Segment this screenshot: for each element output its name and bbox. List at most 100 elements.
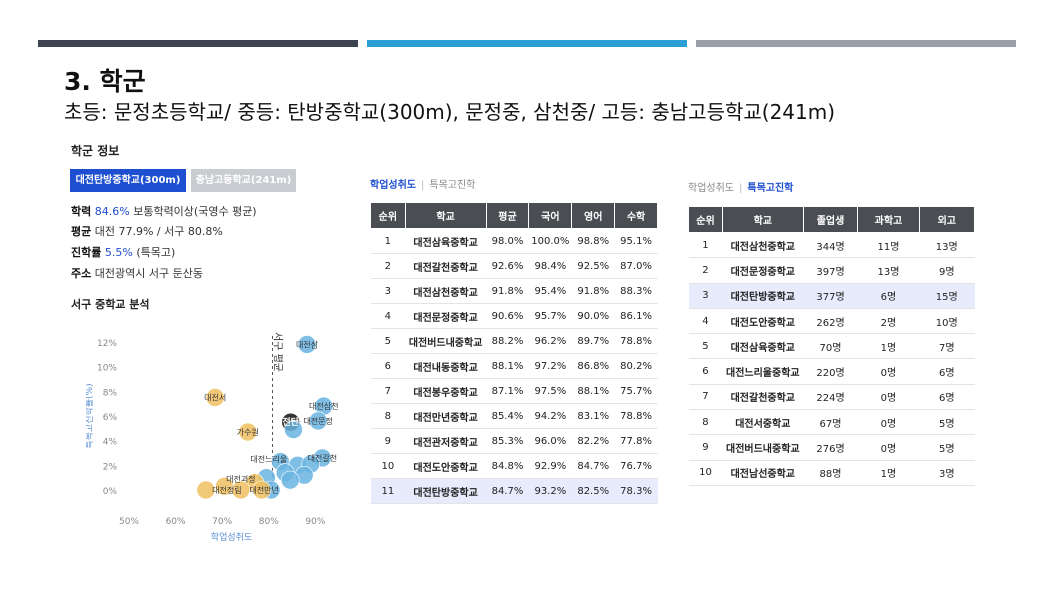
table-cell: 3	[370, 278, 406, 304]
table-cell: 10	[688, 460, 723, 486]
table-cell: 75.7%	[614, 378, 658, 404]
table-cell: 85.4%	[486, 403, 529, 429]
table-header-row: 순위 학교 평균 국어 영어 수학	[370, 202, 658, 229]
x-tick-label: 80%	[259, 517, 279, 527]
column-header: 순위	[688, 206, 723, 233]
header-bar-gray	[696, 40, 1016, 47]
data-point	[231, 480, 251, 500]
table-row: 3 대전탄방중학교 377명 6명 15명	[688, 283, 975, 309]
table2-tabs: 학업성취도 | 특목고진학	[688, 183, 794, 194]
table-cell: 88.1%	[486, 353, 529, 379]
table-row: 5 대전버드내중학교 88.2% 96.2% 89.7% 78.8%	[370, 328, 658, 354]
table-cell: 13명	[857, 257, 920, 284]
table1-tab-special[interactable]: 특목고진학	[429, 180, 476, 191]
school-name-cell: 대전느리울중학교	[722, 358, 804, 385]
table-cell: 84.8%	[486, 453, 529, 479]
table-cell: 86.8%	[571, 353, 615, 379]
table-cell: 78.8%	[614, 403, 658, 429]
table-cell: 1	[370, 228, 406, 254]
column-header: 국어	[528, 202, 573, 229]
table-cell: 83.1%	[571, 403, 615, 429]
table-cell: 86.1%	[614, 303, 658, 329]
table-row: 4 대전도안중학교 262명 2명 10명	[688, 308, 975, 335]
achievement-line: 학력 84.6% 보통학력이상(국영수 평균)	[71, 203, 257, 219]
school-name-cell: 대전탄방중학교	[405, 478, 487, 504]
table-cell: 224명	[803, 384, 858, 411]
table-row: 11 대전탄방중학교 84.7% 93.2% 82.5% 78.3%	[370, 478, 658, 504]
table-cell: 2	[370, 253, 406, 279]
table-row: 1 대전삼천중학교 344명 11명 13명	[688, 232, 975, 259]
table-cell: 0명	[857, 384, 920, 411]
table-cell: 92.5%	[571, 253, 615, 279]
x-tick-label: 90%	[305, 517, 325, 527]
table-cell: 11	[370, 478, 406, 504]
x-tick-label: 50%	[119, 517, 139, 527]
table-cell: 0명	[857, 358, 920, 385]
data-point	[252, 480, 272, 500]
table-cell: 9	[688, 434, 723, 461]
table-cell: 6명	[919, 384, 975, 411]
table1-tab-achievement[interactable]: 학업성취도	[370, 180, 416, 191]
table-row: 2 대전문정중학교 397명 13명 9명	[688, 257, 975, 284]
table-cell: 95.1%	[614, 228, 658, 254]
table-cell: 70명	[803, 333, 858, 360]
table2-tab-achievement[interactable]: 학업성취도	[688, 183, 734, 194]
table-cell: 344명	[803, 232, 858, 259]
data-point	[297, 335, 317, 354]
table-cell: 2명	[857, 308, 920, 335]
column-header: 수학	[614, 202, 658, 229]
table-cell: 88.3%	[614, 278, 658, 304]
achievement-note: 보통학력이상(국영수 평균)	[133, 205, 257, 218]
school-name-cell: 대전문정중학교	[722, 257, 804, 284]
table-cell: 2	[688, 257, 723, 284]
address-value: 대전광역시 서구 둔산동	[94, 267, 203, 280]
school-name-cell: 대전버드내중학교	[722, 434, 804, 461]
table-cell: 4	[688, 308, 723, 335]
header-bar-blue	[367, 40, 687, 47]
table-cell: 95.7%	[528, 303, 572, 329]
column-header: 영어	[571, 202, 616, 229]
table-cell: 7	[370, 378, 406, 404]
school-name-cell: 대전삼육중학교	[405, 228, 487, 254]
special-school-table: 순위 학교 졸업생 과학고 외고 1 대전삼천중학교 344명 11명 13명 2 대전문정중학교 39…	[688, 206, 976, 486]
column-header: 학교	[721, 206, 804, 233]
x-tick-label: 60%	[166, 517, 186, 527]
table-row: 8 대전만년중학교 85.4% 94.2% 83.1% 78.8%	[370, 403, 658, 429]
table-cell: 77.8%	[614, 428, 658, 454]
tab-middle-school[interactable]: 대전탄방중학교(300m)	[70, 169, 186, 192]
table-cell: 76.7%	[614, 453, 658, 479]
table2-tab-special[interactable]: 특목고진학	[747, 183, 794, 194]
page-subtitle: 초등: 문정초등학교/ 중등: 탄방중학교(300m), 문정중, 삼천중/ 고…	[64, 100, 836, 124]
y-tick-label: 12%	[97, 339, 117, 349]
table-cell: 10	[370, 453, 406, 479]
table-cell: 6	[370, 353, 406, 379]
table-cell: 220명	[803, 358, 858, 385]
school-name-cell: 대전남선중학교	[722, 460, 804, 486]
table-cell: 4	[370, 303, 406, 329]
table-cell: 96.0%	[528, 428, 572, 454]
data-point	[284, 420, 303, 439]
y-tick-label: 2%	[103, 462, 118, 472]
table-cell: 276명	[803, 434, 858, 461]
table-cell: 7	[688, 384, 723, 411]
data-point	[280, 470, 300, 490]
ref-line-label: 서구 평균	[272, 332, 284, 372]
tab-high-school[interactable]: 충남고등학교(241m)	[191, 169, 296, 192]
chart-heading: 서구 중학교 분석	[71, 298, 150, 311]
advance-label: 진학률	[71, 246, 102, 259]
table-cell: 7명	[919, 333, 975, 360]
table-cell: 78.3%	[614, 478, 658, 504]
advance-line: 진학률 5.5% (특목고)	[71, 244, 175, 260]
table-cell: 8	[688, 409, 723, 436]
table-cell: 11명	[857, 232, 920, 259]
point-label: 대전삼	[296, 339, 319, 349]
average-line: 평균 대전 77.9% / 서구 80.8%	[71, 223, 223, 239]
page-title: 3. 학군	[64, 67, 146, 96]
table-cell: 80.2%	[614, 353, 658, 379]
table-cell: 100.0%	[528, 228, 572, 254]
table-cell: 3명	[919, 460, 975, 486]
advance-note: (특목고)	[136, 246, 176, 259]
table-cell: 98.0%	[486, 228, 529, 254]
highlight-point-label: 전탄	[282, 416, 299, 428]
school-name-cell: 대전만년중학교	[405, 403, 487, 429]
